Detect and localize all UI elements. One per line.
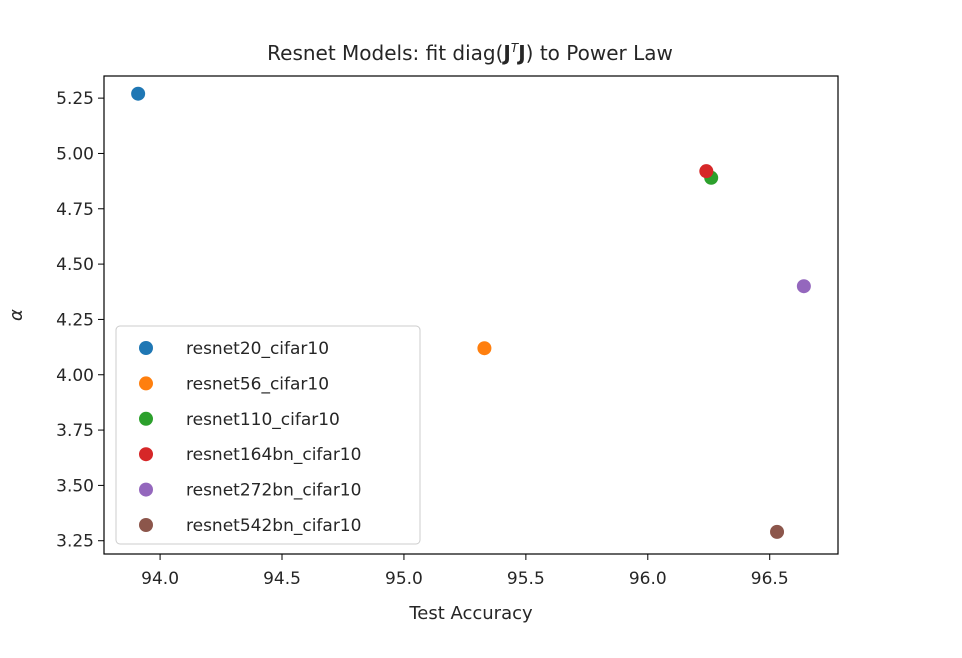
point-resnet164bn_cifar10 bbox=[699, 164, 714, 179]
y-tick-label: 3.75 bbox=[56, 421, 94, 441]
x-axis: 94.0 94.5 95.0 95.5 96.0 96.5 bbox=[141, 554, 789, 589]
x-tick-label: 95.0 bbox=[385, 569, 423, 589]
y-tick-label: 5.00 bbox=[56, 144, 94, 164]
x-axis-label: Test Accuracy bbox=[408, 603, 533, 624]
title-suffix: ) to Power Law bbox=[526, 41, 673, 65]
legend: resnet20_cifar10 resnet56_cifar10 resnet11… bbox=[115, 325, 421, 545]
legend-marker-resnet164bn_cifar10 bbox=[139, 447, 153, 462]
title-prefix: Resnet Models: fit diag( bbox=[267, 41, 503, 65]
y-tick-label: 4.50 bbox=[56, 255, 94, 275]
legend-marker-resnet56_cifar10 bbox=[139, 376, 153, 391]
y-tick-label: 5.25 bbox=[56, 89, 94, 109]
data-points bbox=[131, 86, 811, 539]
title-j2: J bbox=[516, 41, 525, 65]
x-tick-label: 96.0 bbox=[629, 569, 667, 589]
y-tick-label: 4.75 bbox=[56, 200, 94, 220]
point-resnet542bn_cifar10 bbox=[770, 524, 785, 539]
point-resnet20_cifar10 bbox=[131, 86, 146, 101]
plot-area bbox=[103, 75, 839, 555]
legend-label: resnet164bn_cifar10 bbox=[186, 445, 361, 465]
x-tick-label: 95.5 bbox=[507, 569, 545, 589]
legend-label: resnet542bn_cifar10 bbox=[186, 516, 361, 536]
legend-label: resnet110_cifar10 bbox=[186, 410, 340, 430]
point-resnet272bn_cifar10 bbox=[796, 279, 811, 294]
chart-title: Resnet Models: fit diag(JTJ) to Power La… bbox=[267, 41, 673, 65]
y-tick-label: 3.25 bbox=[56, 532, 94, 552]
y-tick-label: 4.00 bbox=[56, 366, 94, 386]
legend-marker-resnet110_cifar10 bbox=[139, 411, 153, 426]
x-tick-label: 94.0 bbox=[141, 569, 179, 589]
title-j1: J bbox=[501, 41, 510, 65]
legend-marker-resnet542bn_cifar10 bbox=[139, 518, 153, 532]
x-tick-label: 94.5 bbox=[263, 569, 301, 589]
y-axis-label: α bbox=[6, 309, 27, 321]
point-resnet56_cifar10 bbox=[477, 341, 492, 356]
title-sup: T bbox=[511, 41, 520, 55]
legend-marker-resnet272bn_cifar10 bbox=[139, 482, 153, 497]
y-tick-label: 3.50 bbox=[56, 476, 94, 496]
legend-label: resnet56_cifar10 bbox=[186, 374, 329, 394]
legend-label: resnet272bn_cifar10 bbox=[186, 481, 361, 501]
y-tick-label: 4.25 bbox=[56, 310, 94, 330]
legend-marker-resnet20_cifar10 bbox=[139, 341, 153, 355]
legend-label: resnet20_cifar10 bbox=[186, 339, 329, 359]
y-axis: 3.25 3.50 3.75 4.00 4.25 4.50 4.75 5.00 5.25 bbox=[56, 89, 104, 552]
legend-box bbox=[115, 325, 421, 545]
x-tick-label: 96.5 bbox=[751, 569, 789, 589]
